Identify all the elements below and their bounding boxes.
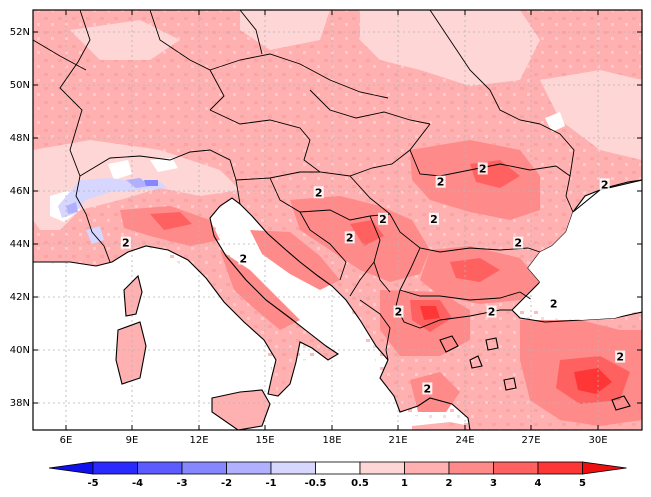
colorbar-label: -1 <box>265 478 276 489</box>
contour-label-bg <box>428 212 439 225</box>
anomaly-4-5-patches <box>420 306 612 394</box>
contour-label: 2 <box>616 351 624 364</box>
contour-labels: 2 2 2 2 2 2 2 2 2 2 2 2 2 2 2 <box>120 162 626 395</box>
colorbar-high-arrow <box>582 461 627 475</box>
island-sardinia <box>116 322 146 384</box>
colorbar-label: 2 <box>446 478 453 489</box>
lon-label: 15E <box>255 435 274 446</box>
colorbar-low-arrow <box>48 461 94 475</box>
axis-ticks <box>33 10 642 430</box>
colorbar-label: 5 <box>579 478 586 489</box>
colorbar-label: -4 <box>132 478 143 489</box>
contour-label-bg <box>422 382 433 395</box>
island-sicily <box>212 390 270 430</box>
lat-label: 50N <box>10 80 30 91</box>
colorbar-label: 3 <box>490 478 497 489</box>
colorbar-swatch <box>92 461 138 475</box>
longitude-labels: 6E 9E 12E 15E 18E 21E 24E 27E 30E <box>60 435 608 446</box>
lon-label: 21E <box>388 435 407 446</box>
contour-label: 2 <box>437 176 445 189</box>
colorbar-swatch <box>448 461 494 475</box>
colorbar-label: -0.5 <box>305 478 327 489</box>
latitude-labels: 52N 50N 48N 46N 44N 42N 40N 38N <box>10 27 30 409</box>
colorbar-swatch <box>226 461 272 475</box>
contour-label: 2 <box>601 178 609 191</box>
contour-label-bg <box>377 212 388 225</box>
contour-label-bg <box>344 231 355 244</box>
lon-label: 30E <box>588 435 607 446</box>
contour-label-bg <box>615 350 626 363</box>
contour-label: 2 <box>514 237 522 250</box>
colorbar-swatch <box>181 461 227 475</box>
lon-label: 18E <box>322 435 341 446</box>
contour-label: 2 <box>488 306 496 319</box>
lat-label: 52N <box>10 27 30 38</box>
contour-label-bg <box>120 236 131 249</box>
lat-label: 46N <box>10 186 30 197</box>
colorbar-label: -5 <box>87 478 98 489</box>
lat-label: 42N <box>10 292 30 303</box>
contour-label-bg <box>393 305 404 318</box>
colorbar-swatch <box>359 461 405 475</box>
contour-label-bg <box>238 252 249 265</box>
colorbar-swatch <box>537 461 583 475</box>
contour-label-bg <box>313 186 324 199</box>
contour-label: 2 <box>479 162 487 175</box>
lat-label: 40N <box>10 345 30 356</box>
lon-label: 6E <box>60 435 73 446</box>
colorbar-swatch <box>270 461 316 475</box>
lon-label: 24E <box>455 435 474 446</box>
colorbar-label: 0.5 <box>351 478 369 489</box>
contour-label: 2 <box>122 237 130 250</box>
lon-label: 12E <box>189 435 208 446</box>
colorbar-label: -2 <box>221 478 232 489</box>
black-sea <box>528 180 642 320</box>
contour-label: 2 <box>423 382 431 395</box>
country-borders <box>33 10 575 361</box>
contour-label-bg <box>548 297 559 310</box>
contour-label: 2 <box>346 231 354 244</box>
contour-label-bg <box>435 175 446 188</box>
colorbar-swatch <box>404 461 450 475</box>
contour-label: 2 <box>430 213 438 226</box>
contour-label: 2 <box>550 298 558 311</box>
colorbar-label: 4 <box>535 478 542 489</box>
contour-label: 2 <box>240 253 248 266</box>
lon-label: 9E <box>126 435 139 446</box>
colorbar-label: 1 <box>401 478 408 489</box>
contour-label: 2 <box>379 213 387 226</box>
contour-label-bg <box>477 162 488 175</box>
colorbar-label: -3 <box>176 478 187 489</box>
colorbar-swatch <box>315 461 361 475</box>
lon-label: 27E <box>521 435 540 446</box>
lat-label: 48N <box>10 133 30 144</box>
colorbar-swatch <box>493 461 539 475</box>
colorbar: -5 -4 -3 -2 -1 -0.5 0.5 1 2 3 4 5 <box>48 461 627 489</box>
contour-label: 2 <box>315 186 323 199</box>
lat-label: 38N <box>10 398 30 409</box>
lat-label: 44N <box>10 239 30 250</box>
contour-label-bg <box>513 236 524 249</box>
colorbar-swatch <box>137 461 183 475</box>
map-frame <box>32 9 643 431</box>
contour-label-bg <box>486 305 497 318</box>
contour-label: 2 <box>395 306 403 319</box>
contour-label-bg <box>599 178 610 191</box>
